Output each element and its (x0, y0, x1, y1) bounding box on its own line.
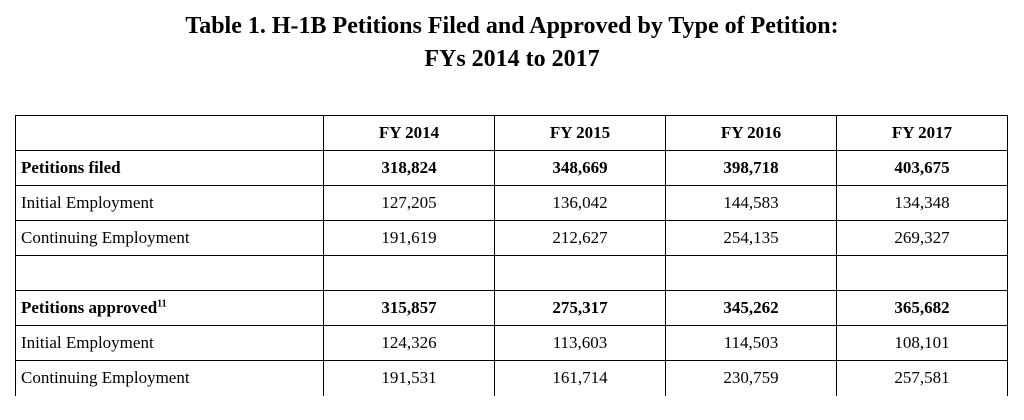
table-cell: 212,627 (494, 220, 666, 256)
table-row-petitions-approved: Petitions approved11 315,857 275,317 345… (15, 290, 1008, 326)
table-cell: 398,718 (665, 150, 837, 186)
column-header: FY 2017 (836, 115, 1008, 151)
table-cell: 318,824 (323, 150, 495, 186)
title-line-1: Table 1. H-1B Petitions Filed and Approv… (185, 13, 839, 39)
row-label-text: Initial Employment (21, 193, 154, 212)
table-cell: 403,675 (836, 150, 1008, 186)
row-label-text: Petitions approved (21, 298, 158, 317)
table-cell: 254,135 (665, 220, 837, 256)
table-cell: 257,581 (836, 360, 1008, 396)
table-cell: 134,348 (836, 185, 1008, 221)
row-label: Continuing Employment (15, 220, 324, 256)
table-cell: 127,205 (323, 185, 495, 221)
table-cell: 161,714 (494, 360, 666, 396)
table-row-initial-employment-filed: Initial Employment 127,205 136,042 144,5… (15, 185, 1008, 221)
header-row: FY 2014 FY 2015 FY 2016 FY 2017 (15, 115, 1008, 151)
row-label-text: Petitions filed (21, 158, 121, 177)
table-row-initial-employment-approved: Initial Employment 124,326 113,603 114,5… (15, 325, 1008, 361)
table-cell: 315,857 (323, 290, 495, 326)
table-row-spacer (15, 255, 1008, 291)
row-label (15, 255, 324, 291)
petitions-table: FY 2014 FY 2015 FY 2016 FY 2017 Petition… (15, 115, 1008, 396)
column-header: FY 2015 (494, 115, 666, 151)
table-cell: 191,619 (323, 220, 495, 256)
table-cell (665, 255, 837, 291)
table-cell: 191,531 (323, 360, 495, 396)
footnote-marker: 11 (157, 298, 167, 310)
row-label: Continuing Employment (15, 360, 324, 396)
row-label: Initial Employment (15, 185, 324, 221)
table-cell: 108,101 (836, 325, 1008, 361)
table-cell (836, 255, 1008, 291)
table-cell: 348,669 (494, 150, 666, 186)
table-cell: 136,042 (494, 185, 666, 221)
table-cell: 124,326 (323, 325, 495, 361)
table-title: Table 1. H-1B Petitions Filed and Approv… (0, 10, 1024, 76)
table-row-petitions-filed: Petitions filed 318,824 348,669 398,718 … (15, 150, 1008, 186)
row-label: Petitions filed (15, 150, 324, 186)
table-cell (323, 255, 495, 291)
row-label: Initial Employment (15, 325, 324, 361)
row-label: Petitions approved11 (15, 290, 324, 326)
table-cell: 113,603 (494, 325, 666, 361)
table-row-continuing-employment-filed: Continuing Employment 191,619 212,627 25… (15, 220, 1008, 256)
table-cell: 365,682 (836, 290, 1008, 326)
row-label-text: Continuing Employment (21, 228, 190, 247)
column-header: FY 2014 (323, 115, 495, 151)
table-cell (494, 255, 666, 291)
table-cell: 345,262 (665, 290, 837, 326)
column-header: FY 2016 (665, 115, 837, 151)
table-row-continuing-employment-approved: Continuing Employment 191,531 161,714 23… (15, 360, 1008, 396)
row-label-text: Continuing Employment (21, 368, 190, 388)
table-cell: 114,503 (665, 325, 837, 361)
table-cell: 269,327 (836, 220, 1008, 256)
title-line-2: FYs 2014 to 2017 (424, 46, 600, 72)
row-label-text: Initial Employment (21, 333, 154, 352)
table-cell: 230,759 (665, 360, 837, 396)
column-header (15, 115, 324, 151)
table-cell: 275,317 (494, 290, 666, 326)
table-cell: 144,583 (665, 185, 837, 221)
